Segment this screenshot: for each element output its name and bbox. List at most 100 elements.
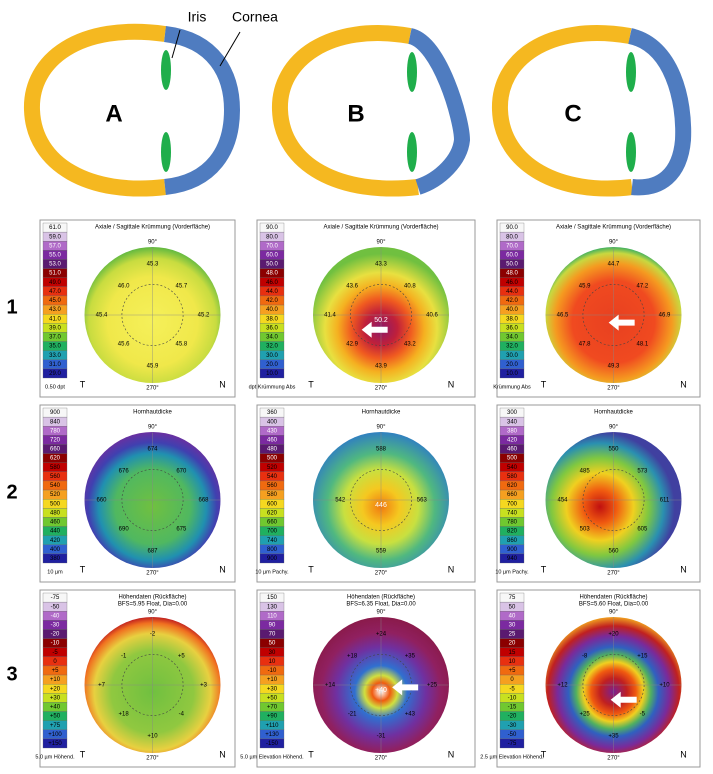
row-label: 1 bbox=[6, 296, 17, 318]
map-value: 550 bbox=[608, 447, 619, 453]
arrow bbox=[608, 314, 635, 331]
scale-label: 41.0 bbox=[49, 316, 61, 322]
scale-label: 740 bbox=[507, 510, 518, 516]
map-value: 45.9 bbox=[147, 364, 159, 370]
axis-label: T bbox=[308, 749, 314, 759]
scale-label: 440 bbox=[50, 529, 61, 535]
scale-label: 430 bbox=[267, 428, 278, 434]
scale-label: 61.0 bbox=[49, 225, 61, 231]
scale-label: -75 bbox=[51, 595, 60, 601]
topography-map: 360 400 430 460 480 500 520 540 560 580 600 620 660 7… bbox=[255, 404, 476, 583]
scale-label: 40.0 bbox=[506, 307, 518, 313]
scale-label: 60.0 bbox=[506, 252, 518, 258]
map-value: -2 bbox=[150, 632, 156, 638]
axis-label: 270° bbox=[607, 756, 620, 762]
axis-label: N bbox=[448, 379, 455, 389]
topography-map: 75 50 40 30 25 20 15 10 +5 0 -5 -10 -15 -20 -30 -50 -75 2… bbox=[480, 589, 701, 768]
scale-label: +70 bbox=[267, 705, 278, 711]
scale-label: 42.0 bbox=[266, 298, 278, 304]
scale-label: -15 bbox=[508, 705, 517, 711]
map-title: Hornhautdicke bbox=[594, 410, 633, 416]
axis-label: 270° bbox=[146, 756, 159, 762]
map-value: 45.8 bbox=[176, 341, 188, 347]
column-label: B bbox=[347, 100, 364, 127]
scale-label: +30 bbox=[50, 695, 61, 701]
scale-label: 480 bbox=[50, 510, 61, 516]
scale-label: 10 bbox=[509, 659, 516, 665]
scale-label: 48.0 bbox=[266, 271, 278, 277]
scale-label: 80.0 bbox=[266, 234, 278, 240]
map-value: 43.9 bbox=[375, 364, 387, 370]
scale-label: 340 bbox=[507, 419, 518, 425]
map-value: 687 bbox=[147, 549, 158, 555]
axis-label: 90° bbox=[609, 425, 619, 431]
scale-label: +110 bbox=[265, 723, 279, 729]
map-title: Hornhautdicke bbox=[133, 410, 172, 416]
scale-label: 43.0 bbox=[49, 307, 61, 313]
scale-label: +130 bbox=[265, 732, 279, 738]
map-subtitle: BFS=5.60 Float, Dia=0.00 bbox=[579, 602, 649, 608]
map-value: 573 bbox=[637, 469, 648, 475]
scale-label: +30 bbox=[267, 686, 278, 692]
map-subtitle: BFS=5.95 Float, Dia=0.00 bbox=[118, 602, 188, 608]
scale-label: 580 bbox=[50, 465, 61, 471]
scale-label: 400 bbox=[267, 419, 278, 425]
scale-label: 36.0 bbox=[506, 325, 518, 331]
scale-label: 900 bbox=[507, 547, 518, 553]
scale-label: 57.0 bbox=[49, 243, 61, 249]
scale-label: 10 bbox=[269, 659, 276, 665]
scale-label: 540 bbox=[267, 474, 278, 480]
scale-label: -40 bbox=[51, 613, 60, 619]
map-value: 45.3 bbox=[147, 262, 159, 268]
axis-label: T bbox=[80, 564, 86, 574]
scale-unit: 2.5 µm Elevation Höhend. bbox=[480, 754, 544, 760]
scale-unit: 5.0 µm Höhend. bbox=[35, 754, 75, 760]
map-value: 503 bbox=[580, 526, 591, 532]
scale-label: 90 bbox=[269, 622, 276, 628]
map-title: Axiale / Sagittale Krümmung (Vorderfläch… bbox=[323, 225, 438, 231]
map-value: 563 bbox=[417, 498, 428, 504]
axis-label: T bbox=[541, 564, 547, 574]
map-value: 47.2 bbox=[637, 284, 649, 290]
scale-label: 30 bbox=[269, 650, 276, 656]
map-value: -5 bbox=[640, 711, 646, 717]
scale-label: 34.0 bbox=[266, 335, 278, 341]
scale-label: 400 bbox=[50, 547, 61, 553]
axis-label: 270° bbox=[146, 386, 159, 392]
arrow bbox=[610, 691, 637, 708]
scale-label: 75 bbox=[509, 595, 516, 601]
axis-label: 90° bbox=[609, 610, 619, 616]
map-value: -1 bbox=[121, 654, 127, 660]
scale-label: +5 bbox=[509, 668, 517, 674]
scale-unit: Krümmung Abs bbox=[493, 384, 531, 390]
scale-label: +40 bbox=[50, 705, 61, 711]
scale-label: 38.0 bbox=[266, 316, 278, 322]
scale-label: 32.0 bbox=[266, 344, 278, 350]
scale-label: +20 bbox=[50, 686, 61, 692]
scale-label: 540 bbox=[50, 483, 61, 489]
axis-label: N bbox=[680, 564, 687, 574]
scale-label: 59.0 bbox=[49, 234, 61, 240]
axis-label: N bbox=[680, 749, 687, 759]
map-value: +35 bbox=[608, 734, 619, 740]
axis-label: 270° bbox=[375, 386, 388, 392]
scale-label: 10.0 bbox=[506, 371, 518, 377]
map-value: -31 bbox=[377, 734, 386, 740]
axis-label: 270° bbox=[607, 386, 620, 392]
scale-label: 48.0 bbox=[506, 271, 518, 277]
scale-unit: 10 µm Pachy. bbox=[495, 569, 529, 575]
scale-label: 50 bbox=[509, 604, 516, 610]
row-label: 2 bbox=[6, 481, 17, 503]
scale-label: 800 bbox=[267, 547, 278, 553]
map-title: Höhendaten (Rückfläche) bbox=[118, 595, 186, 601]
scale-label: 110 bbox=[267, 613, 277, 619]
scale-label: 380 bbox=[50, 556, 61, 562]
scale-unit: 0.50 dpt bbox=[45, 384, 65, 390]
axis-label: 90° bbox=[376, 240, 386, 246]
scale-label: 40.0 bbox=[266, 307, 278, 313]
map-value: 46.0 bbox=[118, 284, 130, 290]
scale-label: -20 bbox=[51, 632, 60, 638]
scale-label: 34.0 bbox=[506, 335, 518, 341]
scale-label: 580 bbox=[507, 474, 518, 480]
map-value: 47.8 bbox=[579, 341, 591, 347]
